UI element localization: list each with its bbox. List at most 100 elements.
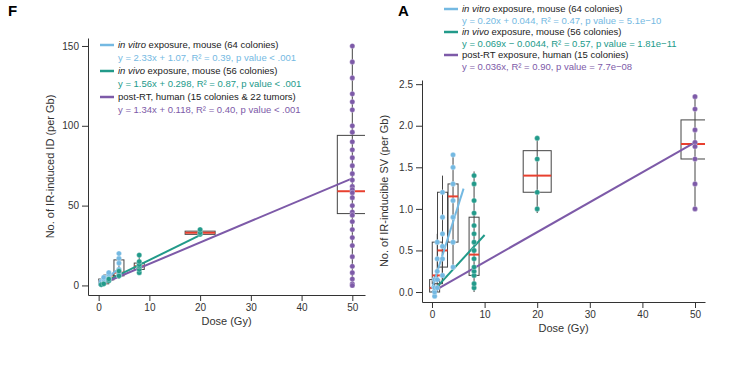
- tick-mark: [432, 302, 433, 308]
- tick-mark: [149, 295, 150, 301]
- point: [101, 281, 106, 286]
- point: [440, 231, 445, 236]
- box: [523, 138, 551, 213]
- tick: 1.5: [399, 162, 422, 173]
- x-axis-title: Dose (Gy): [538, 322, 588, 334]
- point: [350, 171, 355, 176]
- legend-equation: y = 0.036x, R² = 0.90, p value = 7.7e−08: [462, 61, 632, 72]
- point: [435, 269, 440, 274]
- plot-area: [99, 43, 365, 288]
- point: [137, 259, 142, 264]
- point: [116, 260, 121, 265]
- tick-mark: [416, 126, 422, 127]
- tick-label: 0: [430, 309, 436, 320]
- tick-label: 0: [73, 280, 79, 291]
- y-axis: 0.0 0.5 1.0 1.5 2.0 2.5: [399, 79, 422, 303]
- fit-line: [432, 142, 695, 292]
- tick-mark: [695, 302, 696, 308]
- x-axis: 01020304050: [89, 295, 366, 313]
- box: [469, 171, 479, 292]
- legend-swatch: [100, 70, 114, 73]
- point: [450, 165, 455, 170]
- tick-label: 0.0: [399, 287, 413, 298]
- point: [350, 75, 355, 80]
- median: [448, 195, 458, 197]
- point: [350, 91, 355, 96]
- tick-label: 20: [195, 302, 207, 313]
- point: [692, 94, 697, 99]
- point: [435, 277, 440, 282]
- point: [350, 107, 355, 112]
- point: [692, 156, 697, 161]
- tick-label: 1.0: [399, 204, 413, 215]
- point: [350, 130, 355, 135]
- point: [471, 264, 476, 269]
- point: [692, 206, 697, 211]
- box-body: [523, 151, 551, 193]
- point: [692, 181, 697, 186]
- tick-label: 2.5: [399, 79, 413, 90]
- point: [350, 59, 355, 64]
- y-axis: 050100150: [62, 39, 88, 296]
- point: [440, 190, 445, 195]
- point: [350, 190, 355, 195]
- point: [471, 173, 476, 178]
- tick: 50: [690, 302, 702, 320]
- tick: 50: [68, 200, 88, 211]
- box: [430, 275, 440, 296]
- tick-label: 50: [347, 302, 359, 313]
- point: [106, 276, 111, 281]
- tick-mark: [82, 46, 88, 47]
- point: [471, 240, 476, 245]
- figure: 01020304050050100150FDose (Gy)No. of IR-…: [0, 0, 743, 365]
- point: [535, 190, 540, 195]
- tick-mark: [302, 295, 303, 301]
- axis-line: [88, 39, 89, 296]
- tick-label: 10: [144, 302, 156, 313]
- point: [350, 254, 355, 259]
- tick-label: 50: [690, 309, 702, 320]
- tick: 30: [585, 302, 597, 320]
- tick-label: 20: [532, 309, 544, 320]
- point: [116, 256, 121, 261]
- tick-mark: [82, 285, 88, 286]
- tick-mark: [590, 302, 591, 308]
- point: [471, 281, 476, 286]
- axis-line: [89, 295, 366, 296]
- point: [116, 273, 121, 278]
- median: [438, 249, 448, 251]
- tick: 0.5: [399, 245, 422, 256]
- point: [106, 270, 111, 275]
- point: [116, 268, 121, 273]
- tick: 40: [297, 295, 309, 313]
- axis-line: [423, 302, 706, 303]
- legend: in vitro exposure, mouse (64 colonies) y …: [444, 3, 677, 72]
- box: [681, 97, 705, 209]
- series-points: [350, 43, 355, 288]
- panel: 010203040500.00.51.01.52.02.5ADose (Gy)N…: [378, 2, 709, 334]
- point: [471, 181, 476, 186]
- x-axis-title: Dose (Gy): [201, 315, 251, 327]
- panel-label: F: [8, 2, 17, 19]
- tick-mark: [416, 250, 422, 251]
- tick: 0.0: [399, 287, 422, 298]
- legend-label: in vitro exposure, mouse (64 colonies): [462, 3, 623, 14]
- point: [535, 206, 540, 211]
- legend-label: post-RT, human (15 colonies & 22 tumors): [118, 91, 296, 102]
- point: [350, 155, 355, 160]
- tick: 50: [347, 295, 359, 313]
- point: [350, 235, 355, 240]
- point: [350, 147, 355, 152]
- tick: 0: [96, 295, 102, 313]
- point: [350, 195, 355, 200]
- tick-mark: [537, 302, 538, 308]
- tick: 1.0: [399, 204, 422, 215]
- legend-label: post-RT exposure, human (15 colonies): [462, 49, 629, 60]
- series-points: [432, 152, 456, 299]
- legend-swatch: [100, 96, 114, 99]
- point: [535, 156, 540, 161]
- tick-label: 40: [297, 302, 309, 313]
- tick: 2.0: [399, 120, 422, 131]
- tick-mark: [485, 302, 486, 308]
- y-axis-title: No. of IR-induced ID (per Gb): [44, 95, 56, 239]
